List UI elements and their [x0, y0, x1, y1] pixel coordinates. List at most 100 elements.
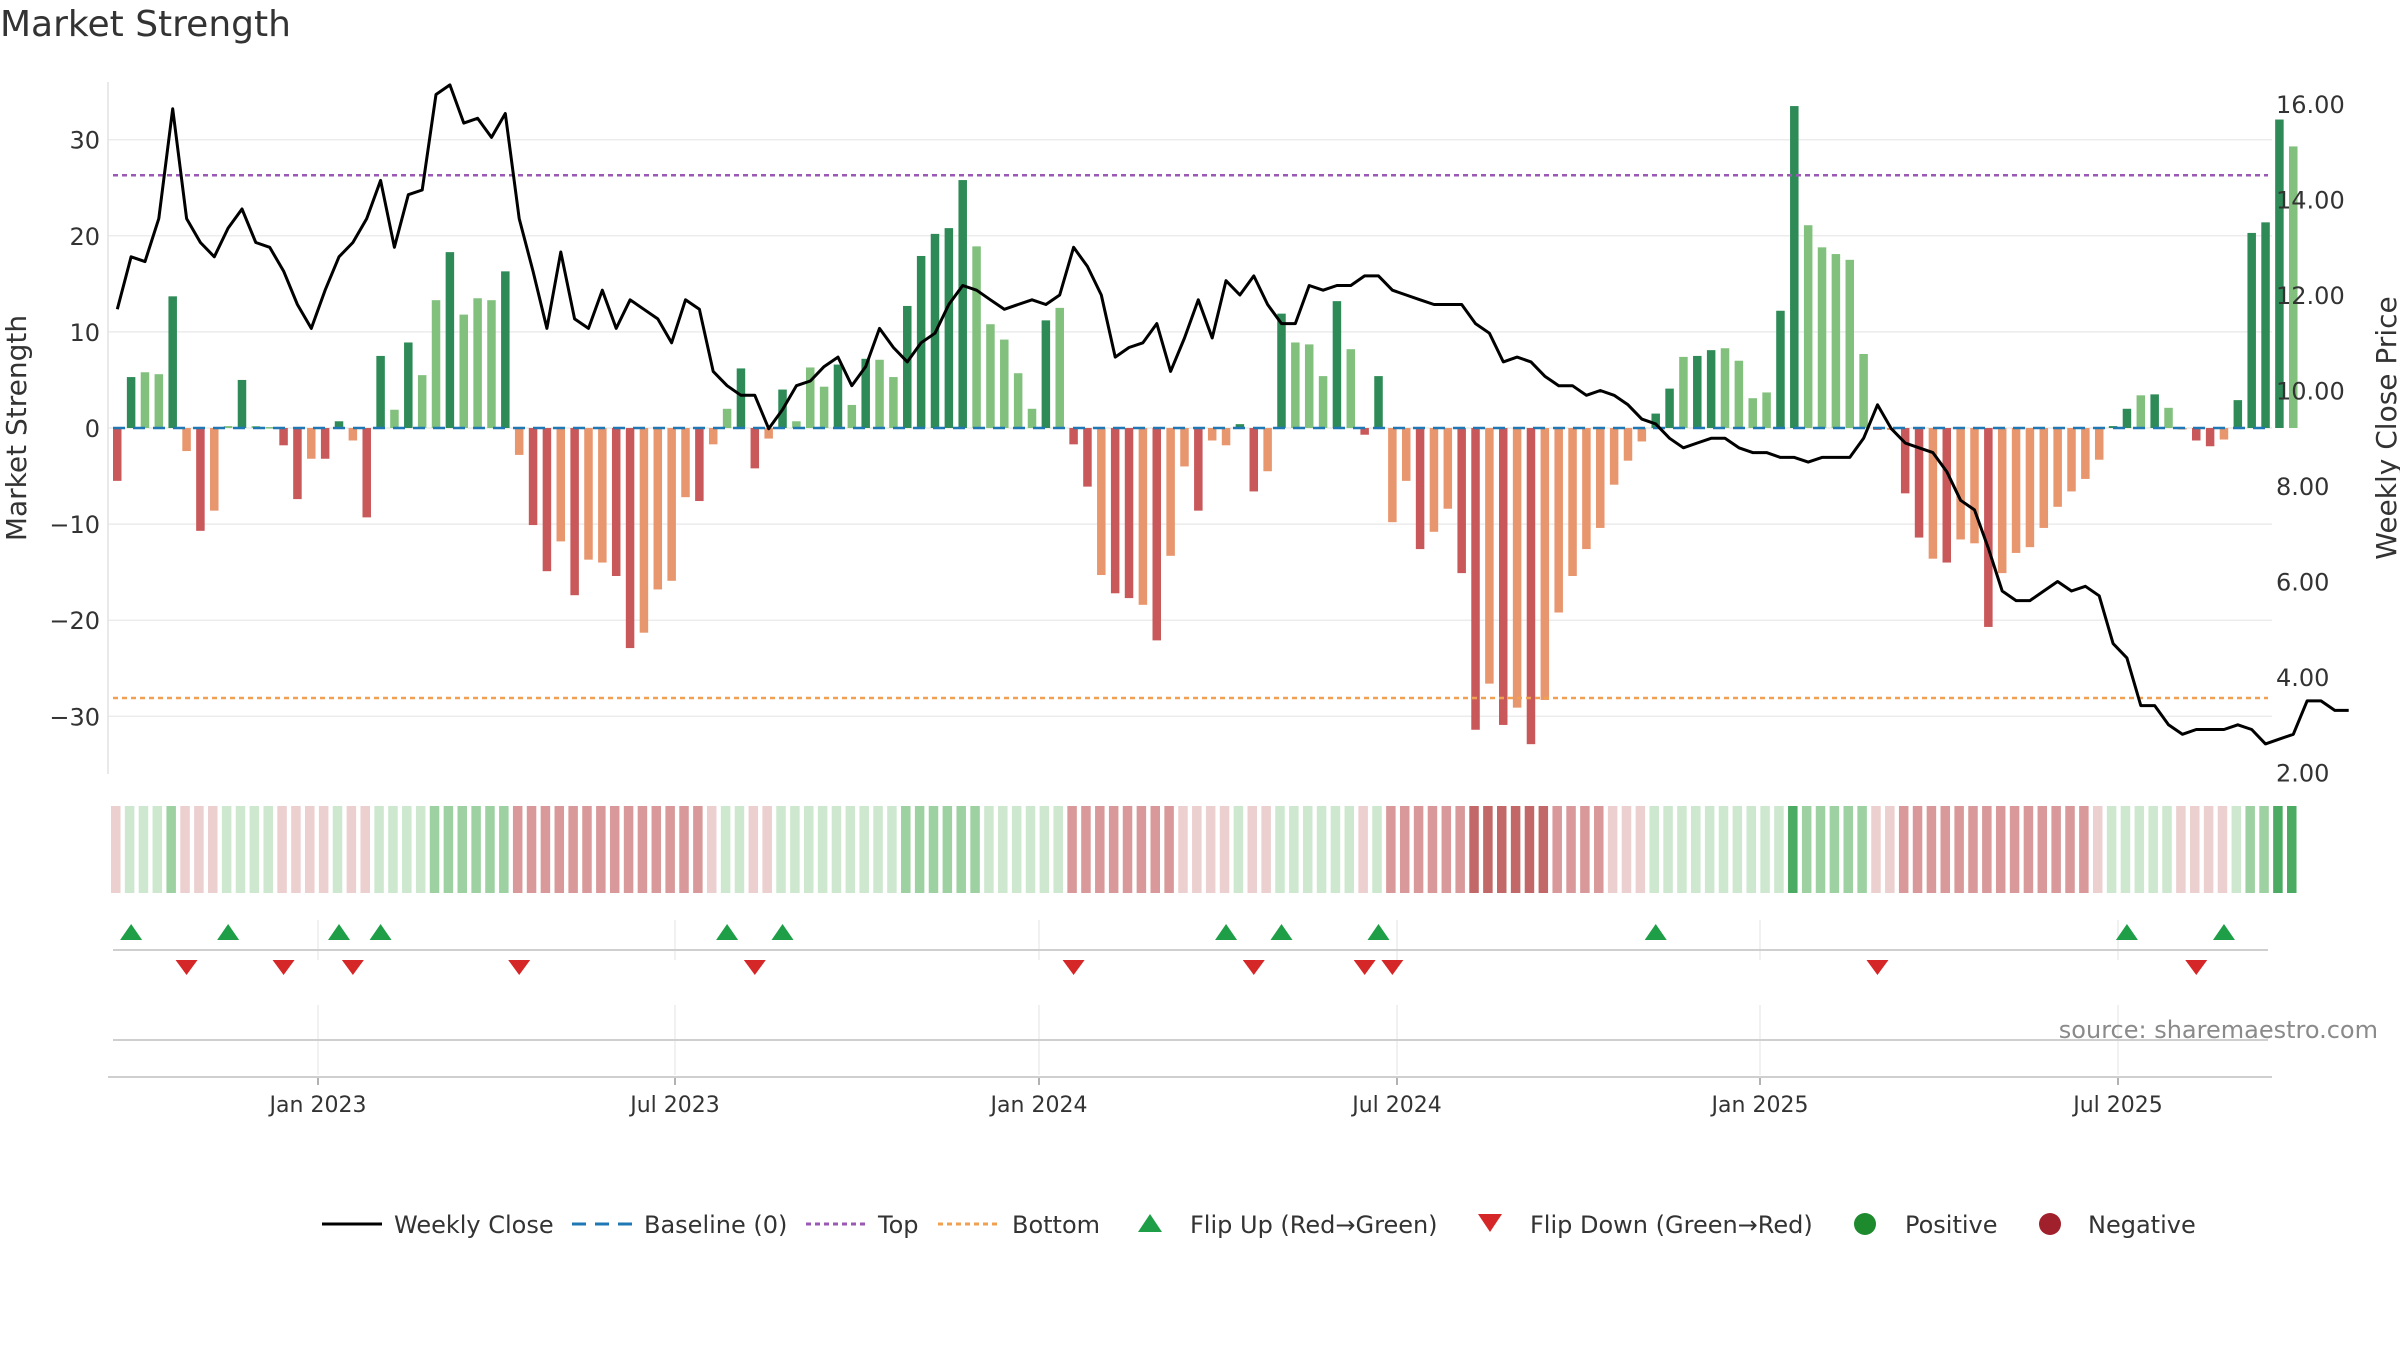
flip-up-marker: [2115, 924, 2138, 940]
heat-cell: [2203, 806, 2214, 893]
strength-bar: [265, 427, 274, 429]
heat-cell: [1067, 806, 1077, 893]
heat-cell: [124, 806, 135, 893]
strength-bar: [2275, 119, 2284, 429]
heat-cell: [1219, 806, 1230, 893]
flip-markers: [108, 924, 2272, 1078]
heat-cell: [2217, 806, 2228, 893]
heat-cell: [1898, 806, 1909, 893]
strength-bar: [1221, 428, 1231, 446]
strength-bar: [140, 372, 150, 428]
y-tick-label: 20: [69, 223, 100, 251]
strength-bar: [1485, 428, 1494, 684]
heat-cell: [1483, 806, 1493, 893]
heat-cell: [360, 806, 370, 893]
strength-bar: [1790, 106, 1799, 428]
strength-bar: [1041, 320, 1051, 428]
x-tick-label: Jan 2023: [268, 1093, 367, 1118]
heat-cell: [1718, 806, 1729, 893]
strength-bar: [2011, 428, 2021, 553]
heat-cell: [1732, 806, 1743, 893]
strength-bar: [542, 428, 552, 572]
strength-bar: [1914, 428, 1924, 538]
heat-cell: [1275, 806, 1285, 893]
heat-cell: [887, 806, 897, 893]
strength-bar: [2247, 232, 2256, 428]
heat-cell: [1081, 806, 1091, 893]
strength-bar: [847, 404, 857, 428]
heat-cell: [1885, 806, 1895, 893]
gridlines: [108, 138, 2272, 1075]
strength-bar: [1845, 259, 1854, 428]
legend-swatch-flip-down: [1478, 1214, 1502, 1232]
heat-cell: [1316, 806, 1327, 893]
heat-cell: [1594, 806, 1604, 893]
strength-bar: [445, 252, 455, 428]
strength-bar: [1249, 428, 1259, 492]
strength-bar: [1970, 428, 1979, 544]
strength-bar: [1166, 428, 1175, 556]
heat-cell: [1774, 806, 1784, 893]
strength-bar: [1900, 428, 1910, 494]
strength-bar: [1124, 428, 1134, 599]
heat-cell: [2273, 806, 2283, 893]
strength-bar: [459, 314, 468, 428]
strength-bar: [404, 342, 413, 428]
heat-cell: [2009, 806, 2020, 893]
heat-cell: [1413, 806, 1424, 893]
strength-bar: [376, 355, 385, 428]
heat-cell: [111, 806, 121, 893]
strength-bar: [2122, 408, 2132, 428]
heat-cell: [2190, 806, 2200, 893]
chart-title: Market Strength: [0, 4, 291, 45]
heat-cell: [457, 806, 467, 893]
strength-bar: [1997, 428, 2007, 574]
strength-bar: [1803, 225, 1813, 428]
heat-cell: [1607, 806, 1618, 893]
strength-bar: [334, 421, 344, 428]
strength-bar: [1679, 356, 1688, 428]
heat-cell: [1829, 806, 1840, 893]
y2-tick-label: 16.00: [2276, 91, 2345, 119]
heat-cell: [291, 806, 301, 893]
strength-bar: [1110, 428, 1120, 594]
strength-bar: [473, 298, 482, 428]
heat-cell: [637, 806, 648, 893]
strength-bar: [889, 377, 898, 428]
flip-up-marker: [716, 924, 739, 940]
strength-bar: [2039, 428, 2049, 528]
strength-bar: [750, 428, 760, 469]
y-tick-label: 30: [69, 127, 100, 155]
heat-cell: [1691, 806, 1701, 893]
strength-bar: [1304, 344, 1314, 428]
legend-swatch-negative: [2039, 1213, 2061, 1235]
strength-bar: [279, 428, 288, 446]
flip-up-marker: [217, 924, 240, 940]
strength-bar: [1582, 428, 1591, 550]
strength-bar: [625, 428, 635, 649]
strength-bar: [1776, 310, 1785, 428]
strength-bar: [1665, 388, 1674, 428]
y-tick-label: 0: [85, 415, 100, 443]
heat-cell: [1372, 806, 1382, 893]
heat-cell: [1968, 806, 1978, 893]
strength-bar: [196, 428, 205, 531]
strength-bar: [792, 421, 801, 428]
heat-cell: [873, 806, 883, 893]
strength-bar: [168, 296, 177, 428]
strength-bar: [154, 374, 164, 428]
strength-bar: [501, 271, 510, 428]
heat-cell: [1815, 806, 1826, 893]
strength-bar: [598, 428, 607, 563]
strength-bar: [2025, 428, 2035, 548]
strength-bar: [126, 377, 136, 428]
flip-up-marker: [1270, 924, 1293, 940]
strength-bar: [2094, 428, 2104, 460]
strength-bar: [1512, 428, 1522, 708]
heat-cell: [2176, 806, 2186, 893]
heat-cell: [914, 806, 925, 893]
heat-cell: [2051, 806, 2061, 893]
strength-bar: [1207, 428, 1217, 441]
heat-cell: [901, 806, 911, 893]
heat-cell: [1566, 806, 1576, 893]
